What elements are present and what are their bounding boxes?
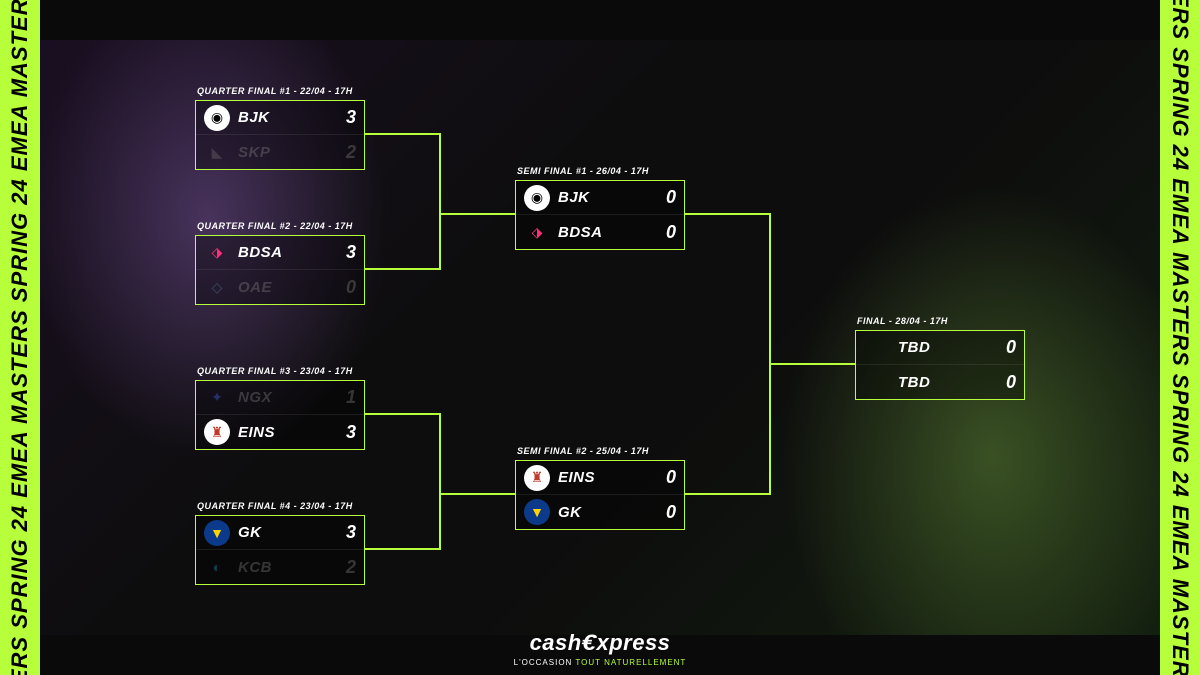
team-logo-icon bbox=[864, 335, 890, 361]
team-logo-icon: ⬗ bbox=[524, 219, 550, 245]
team-score: 2 bbox=[336, 142, 356, 163]
team-logo-icon: ⬗ bbox=[204, 240, 230, 266]
team-logo-icon: ◣ bbox=[204, 139, 230, 165]
team-code: GK bbox=[238, 524, 336, 541]
team-code: TBD bbox=[898, 374, 996, 391]
team-logo-icon: ◉ bbox=[204, 105, 230, 131]
match-card: ✦ NGX1 ♜ EINS3 bbox=[195, 380, 365, 450]
sponsor-tagline: L'OCCASION TOUT NATURELLEMENT bbox=[514, 658, 687, 667]
team-row: ♜ EINS0 bbox=[516, 461, 684, 495]
team-code: GK bbox=[558, 504, 656, 521]
team-logo-icon: ▼ bbox=[524, 499, 550, 525]
ribbon-left: EMEA MASTERS SPRING 24 EMEA MASTERS SPRI… bbox=[0, 0, 40, 675]
team-code: EINS bbox=[558, 469, 656, 486]
team-score: 0 bbox=[656, 222, 676, 243]
team-row: ⬗ BDSA3 bbox=[196, 236, 364, 270]
team-logo-icon bbox=[864, 369, 890, 395]
match-label: SEMI FINAL #2 - 25/04 - 17H bbox=[517, 446, 649, 456]
team-code: OAE bbox=[238, 279, 336, 296]
match-card: ▼ GK3 ◐ KCB2 bbox=[195, 515, 365, 585]
team-code: BJK bbox=[558, 189, 656, 206]
team-row: ◐ KCB2 bbox=[196, 550, 364, 584]
team-score: 3 bbox=[336, 242, 356, 263]
team-score: 0 bbox=[656, 187, 676, 208]
match-label: QUARTER FINAL #2 - 22/04 - 17H bbox=[197, 221, 353, 231]
team-row: ⬗ BDSA0 bbox=[516, 215, 684, 249]
team-code: NGX bbox=[238, 389, 336, 406]
match-sf-2: SEMI FINAL #2 - 25/04 - 17H♜EINS0▼GK0 bbox=[515, 460, 685, 530]
bracket-inner: QUARTER FINAL #1 - 22/04 - 17H◉BJK3◣SKP2… bbox=[40, 40, 1160, 635]
team-score: 3 bbox=[336, 422, 356, 443]
team-score: 0 bbox=[996, 337, 1016, 358]
match-label: QUARTER FINAL #4 - 23/04 - 17H bbox=[197, 501, 353, 511]
match-final: FINAL - 28/04 - 17HTBD0TBD0 bbox=[855, 330, 1025, 400]
match-qf-2: QUARTER FINAL #2 - 22/04 - 17H⬗BDSA3◇OAE… bbox=[195, 235, 365, 305]
team-logo-icon: ◐ bbox=[204, 554, 230, 580]
match-card: ♜ EINS0 ▼ GK0 bbox=[515, 460, 685, 530]
team-score: 0 bbox=[336, 277, 356, 298]
team-score: 0 bbox=[996, 372, 1016, 393]
team-row: ◣ SKP2 bbox=[196, 135, 364, 169]
team-row: TBD0 bbox=[856, 331, 1024, 365]
team-code: BJK bbox=[238, 109, 336, 126]
team-logo-icon: ♜ bbox=[524, 465, 550, 491]
team-score: 3 bbox=[336, 522, 356, 543]
team-score: 0 bbox=[656, 502, 676, 523]
sponsor-tag-accent: TOUT NATURELLEMENT bbox=[575, 658, 686, 667]
match-card: ⬗ BDSA3 ◇ OAE0 bbox=[195, 235, 365, 305]
team-row: ◉ BJK3 bbox=[196, 101, 364, 135]
team-score: 0 bbox=[656, 467, 676, 488]
sponsor-brand-mid: € bbox=[581, 630, 596, 656]
sponsor-brand-pre: cash bbox=[530, 630, 582, 655]
team-row: ▼ GK0 bbox=[516, 495, 684, 529]
team-code: BDSA bbox=[238, 244, 336, 261]
ribbon-text-left: EMEA MASTERS SPRING 24 EMEA MASTERS SPRI… bbox=[7, 0, 33, 675]
match-label: QUARTER FINAL #3 - 23/04 - 17H bbox=[197, 366, 353, 376]
team-row: ♜ EINS3 bbox=[196, 415, 364, 449]
team-logo-icon: ◉ bbox=[524, 185, 550, 211]
sponsor-tag-pre: L'OCCASION bbox=[514, 658, 576, 667]
team-code: TBD bbox=[898, 339, 996, 356]
team-score: 3 bbox=[336, 107, 356, 128]
team-score: 1 bbox=[336, 387, 356, 408]
match-card: ◉ BJK0 ⬗ BDSA0 bbox=[515, 180, 685, 250]
bracket-stage: EMEA MASTERS SPRING 24 EMEA MASTERS SPRI… bbox=[0, 0, 1200, 675]
match-card: TBD0TBD0 bbox=[855, 330, 1025, 400]
match-qf-3: QUARTER FINAL #3 - 23/04 - 17H✦NGX1♜EINS… bbox=[195, 380, 365, 450]
team-logo-icon: ✦ bbox=[204, 385, 230, 411]
team-logo-icon: ♜ bbox=[204, 419, 230, 445]
team-row: ✦ NGX1 bbox=[196, 381, 364, 415]
sponsor-block: cash€xpress L'OCCASION TOUT NATURELLEMEN… bbox=[514, 630, 687, 667]
match-card: ◉ BJK3 ◣ SKP2 bbox=[195, 100, 365, 170]
team-logo-icon: ◇ bbox=[204, 274, 230, 300]
match-label: SEMI FINAL #1 - 26/04 - 17H bbox=[517, 166, 649, 176]
ribbon-right: EMEA MASTERS SPRING 24 EMEA MASTERS SPRI… bbox=[1160, 0, 1200, 675]
team-row: ◇ OAE0 bbox=[196, 270, 364, 304]
team-row: ◉ BJK0 bbox=[516, 181, 684, 215]
match-label: QUARTER FINAL #1 - 22/04 - 17H bbox=[197, 86, 353, 96]
match-qf-4: QUARTER FINAL #4 - 23/04 - 17H▼GK3◐KCB2 bbox=[195, 515, 365, 585]
team-row: ▼ GK3 bbox=[196, 516, 364, 550]
team-score: 2 bbox=[336, 557, 356, 578]
match-qf-1: QUARTER FINAL #1 - 22/04 - 17H◉BJK3◣SKP2 bbox=[195, 100, 365, 170]
team-code: EINS bbox=[238, 424, 336, 441]
team-row: TBD0 bbox=[856, 365, 1024, 399]
sponsor-brand-post: xpress bbox=[596, 630, 670, 655]
team-code: BDSA bbox=[558, 224, 656, 241]
team-code: KCB bbox=[238, 559, 336, 576]
team-logo-icon: ▼ bbox=[204, 520, 230, 546]
ribbon-text-right: EMEA MASTERS SPRING 24 EMEA MASTERS SPRI… bbox=[1167, 0, 1193, 675]
team-code: SKP bbox=[238, 144, 336, 161]
sponsor-brand: cash€xpress bbox=[514, 630, 687, 656]
match-label: FINAL - 28/04 - 17H bbox=[857, 316, 948, 326]
match-sf-1: SEMI FINAL #1 - 26/04 - 17H◉BJK0⬗BDSA0 bbox=[515, 180, 685, 250]
